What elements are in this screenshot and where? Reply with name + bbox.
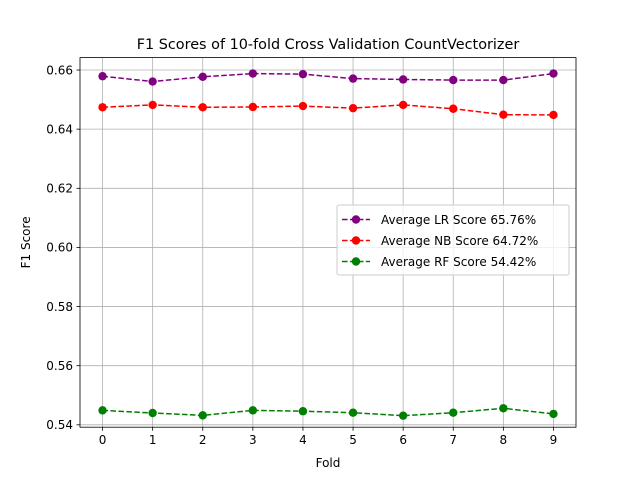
x-tick-label: 4	[299, 433, 307, 447]
data-point	[198, 103, 207, 112]
data-point	[298, 407, 308, 416]
data-point	[348, 408, 358, 417]
series-0	[98, 69, 558, 86]
data-point	[398, 100, 408, 110]
data-point	[449, 408, 458, 417]
data-point	[248, 69, 258, 78]
legend-label: Average RF Score 54.42%	[381, 255, 536, 269]
data-point	[449, 104, 458, 113]
data-point	[248, 406, 258, 415]
data-point	[148, 77, 157, 86]
data-point	[98, 406, 107, 415]
x-tick-label: 5	[349, 433, 357, 447]
data-point	[348, 74, 358, 83]
y-tick-label: 0.60	[46, 241, 73, 255]
y-tick-label: 0.56	[46, 359, 73, 373]
data-point	[298, 69, 308, 79]
data-point	[98, 72, 107, 81]
x-tick-label: 6	[399, 433, 407, 447]
data-point	[298, 101, 308, 111]
legend-label: Average NB Score 64.72%	[381, 234, 538, 248]
data-point	[398, 75, 408, 84]
series-line	[102, 104, 554, 116]
x-tick-label: 2	[199, 433, 207, 447]
y-tick-label: 0.66	[46, 63, 73, 77]
legend: Average LR Score 65.76% Average NB Score …	[336, 204, 570, 276]
plot-frame	[79, 57, 577, 428]
x-axis-label: Fold	[316, 456, 341, 470]
x-tick-label: 1	[149, 433, 157, 447]
x-tick-label: 0	[99, 433, 107, 447]
legend-box	[336, 204, 570, 276]
data-point	[449, 75, 458, 85]
x-tick-label: 7	[449, 433, 457, 447]
x-tick-label: 8	[500, 433, 508, 447]
data-series	[98, 69, 558, 420]
data-point	[148, 408, 157, 418]
data-point	[499, 110, 508, 119]
data-point	[198, 411, 207, 420]
data-point	[98, 103, 107, 112]
chart-title: F1 Scores of 10-fold Cross Validation Co…	[137, 37, 520, 53]
series-line	[102, 72, 554, 83]
x-tick-label: 9	[550, 433, 558, 447]
legend-marker	[351, 236, 361, 245]
data-point	[499, 75, 508, 85]
y-tick-label: 0.54	[46, 418, 73, 432]
legend-marker	[351, 257, 361, 266]
data-point	[549, 110, 558, 120]
legend-marker	[351, 215, 361, 224]
series-line	[102, 407, 554, 417]
data-point	[549, 409, 558, 419]
data-point	[348, 103, 358, 113]
y-axis-label: F1 Score	[19, 216, 33, 268]
x-tick-label: 3	[249, 433, 257, 447]
legend-label: Average LR Score 65.76%	[381, 213, 536, 227]
legend-entry: Average RF Score 54.42%	[342, 255, 536, 269]
data-point	[248, 102, 258, 112]
series-2	[98, 404, 558, 420]
data-point	[198, 72, 207, 82]
data-point	[499, 404, 508, 413]
y-tick-label: 0.62	[46, 182, 73, 196]
series-1	[98, 100, 558, 120]
data-point	[398, 411, 408, 420]
data-point	[549, 69, 558, 78]
data-point	[148, 100, 157, 110]
legend-entry: Average NB Score 64.72%	[342, 234, 538, 248]
axis-ticks: 0 1 2 3 4 5 6 7 8 9 0.54 0.56 0.58 0.60 0.62 0.64 0.66	[46, 63, 557, 447]
y-tick-label: 0.64	[46, 122, 73, 136]
y-tick-label: 0.58	[46, 300, 73, 314]
legend-entry: Average LR Score 65.76%	[342, 213, 536, 227]
